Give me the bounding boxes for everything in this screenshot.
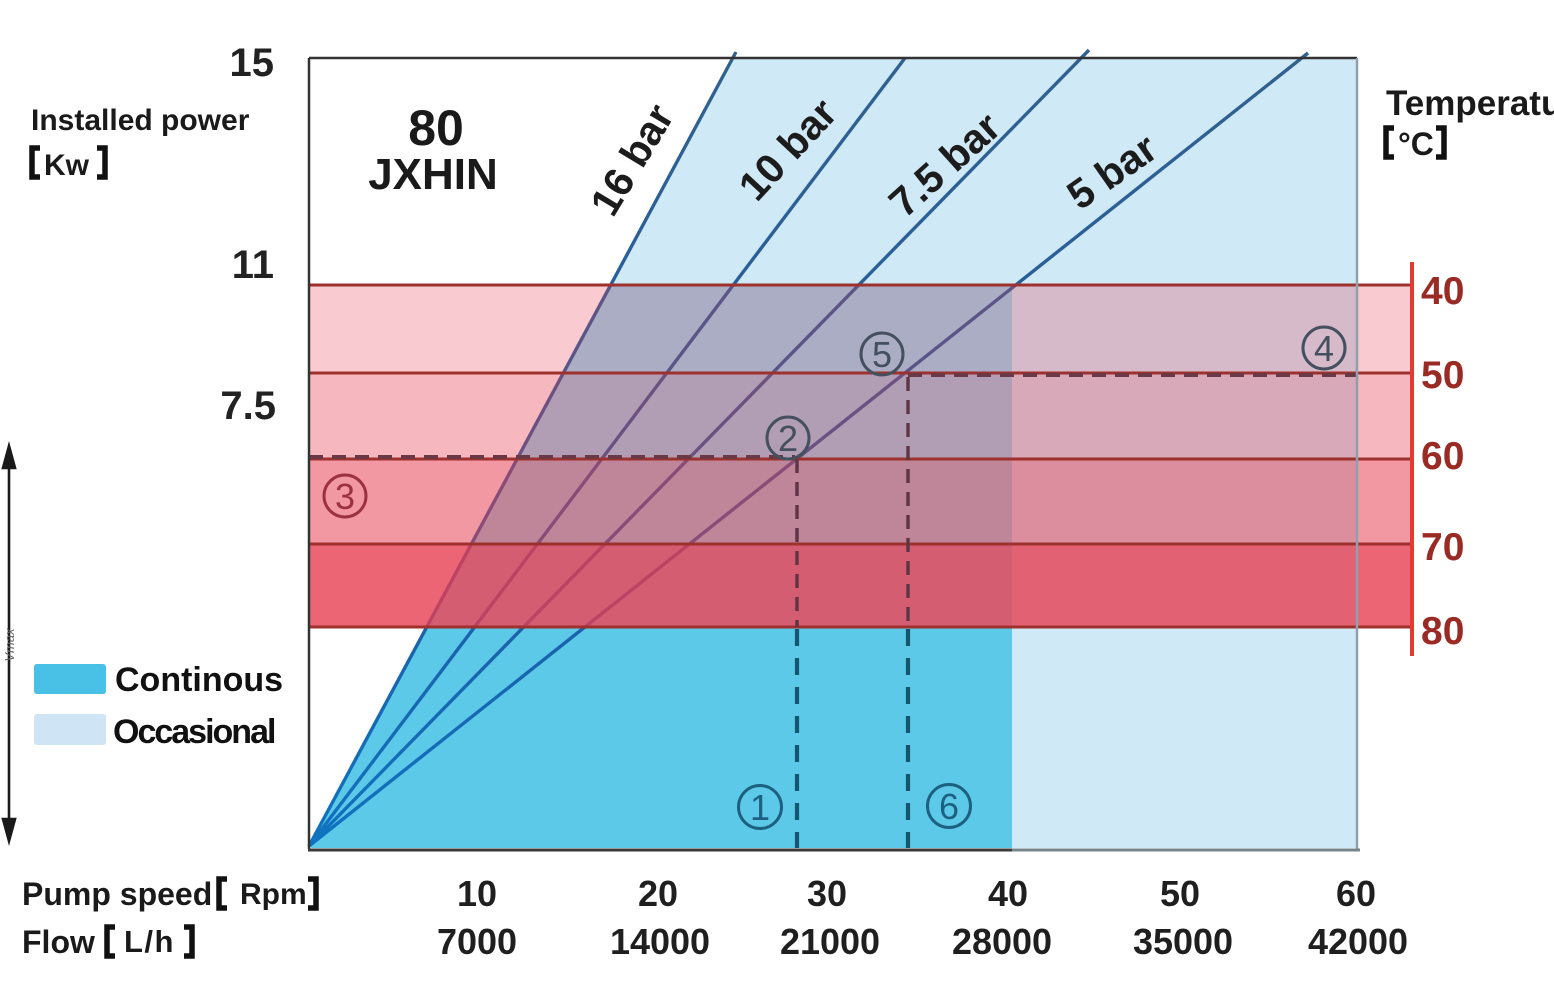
svg-text:15: 15 bbox=[230, 41, 275, 85]
svg-text:70: 70 bbox=[1421, 526, 1464, 569]
svg-text:Temperatur: Temperatur bbox=[1386, 84, 1554, 123]
svg-text:6: 6 bbox=[939, 786, 959, 827]
svg-text:60: 60 bbox=[1421, 435, 1464, 478]
svg-text:40: 40 bbox=[988, 873, 1028, 914]
svg-text:20: 20 bbox=[638, 873, 678, 914]
svg-text:5: 5 bbox=[872, 334, 892, 375]
svg-text:JXHIN: JXHIN bbox=[368, 150, 498, 199]
svg-text:Flow: Flow bbox=[22, 924, 95, 960]
svg-text:Installed power: Installed power bbox=[31, 104, 250, 137]
svg-text:50: 50 bbox=[1421, 354, 1464, 397]
svg-text:Kw: Kw bbox=[44, 149, 90, 182]
svg-text:28000: 28000 bbox=[952, 921, 1052, 962]
svg-text:3: 3 bbox=[335, 476, 355, 517]
svg-text:60: 60 bbox=[1336, 873, 1376, 914]
svg-text:Rpm: Rpm bbox=[240, 878, 307, 911]
svg-text:14000: 14000 bbox=[610, 921, 710, 962]
svg-text:Pump speed: Pump speed bbox=[22, 876, 212, 912]
svg-text:Continous: Continous bbox=[115, 661, 283, 699]
svg-text:7000: 7000 bbox=[437, 921, 517, 962]
svg-text:50: 50 bbox=[1160, 873, 1200, 914]
svg-text:4: 4 bbox=[1314, 328, 1334, 369]
svg-text:80: 80 bbox=[408, 100, 464, 156]
svg-text:10: 10 bbox=[457, 873, 497, 914]
svg-text:35000: 35000 bbox=[1133, 921, 1233, 962]
svg-text:42000: 42000 bbox=[1308, 921, 1408, 962]
svg-text:Vmax: Vmax bbox=[2, 628, 17, 662]
svg-text:11: 11 bbox=[232, 243, 274, 287]
svg-text:Occasional: Occasional bbox=[113, 713, 275, 751]
svg-text:30: 30 bbox=[807, 873, 847, 914]
svg-text:1: 1 bbox=[750, 787, 770, 828]
svg-text:2: 2 bbox=[778, 418, 798, 459]
svg-text:80: 80 bbox=[1421, 610, 1464, 653]
svg-text:21000: 21000 bbox=[780, 921, 880, 962]
svg-text:40: 40 bbox=[1421, 270, 1464, 313]
svg-text:7.5: 7.5 bbox=[220, 384, 276, 428]
svg-text:L/h: L/h bbox=[124, 924, 175, 959]
svg-text:°C: °C bbox=[1398, 126, 1434, 162]
